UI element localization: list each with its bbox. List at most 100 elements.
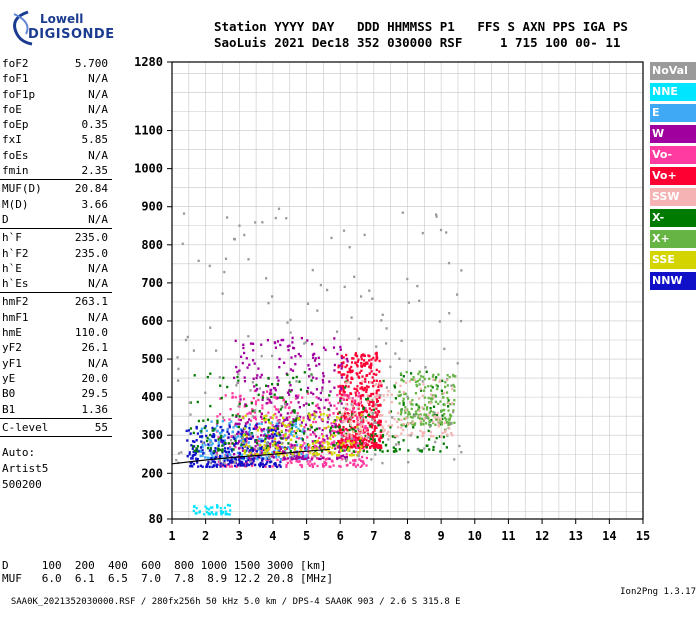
- echo-point-vo: [225, 465, 228, 468]
- echo-point-x: [374, 433, 377, 436]
- echo-point-vo: [278, 447, 281, 450]
- echo-point-vo: [285, 457, 288, 461]
- echo-point-noval: [459, 319, 463, 323]
- echo-point-sse: [282, 416, 285, 420]
- echo-point-w: [293, 444, 296, 447]
- echo-point-noval: [456, 293, 459, 296]
- echo-point-e: [247, 441, 250, 444]
- echo-point-vo: [354, 437, 357, 440]
- echo-point-noval: [295, 380, 298, 383]
- echo-point-noval: [381, 313, 384, 316]
- echo-point-vo: [358, 450, 361, 454]
- param-separator: [0, 436, 112, 438]
- echo-point-vo: [309, 460, 312, 463]
- echo-point-sse: [286, 454, 289, 457]
- echo-point-vo: [231, 395, 234, 398]
- echo-point-nnw: [278, 441, 281, 444]
- echo-point-vo: [364, 362, 367, 366]
- echo-point-sse: [308, 413, 311, 416]
- echo-point-w: [277, 410, 280, 414]
- echo-point-w: [340, 376, 344, 379]
- echo-point-vo: [357, 407, 360, 410]
- echo-point-nnw: [219, 454, 222, 458]
- echo-point-vo: [354, 440, 357, 443]
- echo-point-vo: [284, 406, 287, 409]
- echo-point-x: [411, 423, 414, 426]
- echo-point-x: [255, 383, 258, 387]
- echo-point-w: [274, 346, 277, 349]
- echo-point-vo: [368, 446, 372, 449]
- echo-point-sse: [315, 451, 318, 455]
- echo-point-ssw: [404, 381, 408, 384]
- echo-point-x: [265, 434, 268, 437]
- echo-point-w: [339, 348, 342, 351]
- echo-point-vo: [375, 434, 378, 437]
- echo-point-x: [192, 445, 195, 448]
- echo-point-noval: [406, 277, 409, 281]
- echo-point-w: [274, 444, 278, 447]
- echo-point-x: [446, 421, 449, 424]
- echo-point-e: [240, 453, 243, 456]
- echo-point-nnw: [261, 462, 264, 465]
- param-row: B1 1.36: [0, 402, 112, 417]
- echo-point-vo: [273, 396, 276, 399]
- echo-point-noval: [237, 372, 240, 376]
- echo-point-vo: [318, 436, 321, 440]
- echo-point-w: [237, 455, 240, 458]
- echo-point-w: [300, 336, 303, 340]
- echo-point-noval: [361, 415, 364, 419]
- echo-point-vo: [230, 465, 234, 468]
- echo-point-vo: [236, 412, 240, 416]
- echo-point-w: [280, 338, 283, 342]
- echo-point-w: [267, 385, 270, 388]
- echo-point-nnw: [185, 429, 188, 433]
- echo-point-vo: [377, 389, 380, 392]
- echo-point-vo: [300, 465, 304, 469]
- echo-point-nnw: [257, 455, 260, 459]
- echo-point-sse: [258, 426, 261, 429]
- echo-point-nnw: [228, 425, 231, 429]
- echo-point-vo: [359, 443, 362, 446]
- echo-point-x: [289, 390, 292, 393]
- echo-point-x: [405, 370, 408, 374]
- echo-point-nnw: [239, 464, 242, 467]
- echo-point-x: [338, 425, 342, 428]
- echo-point-x: [292, 376, 295, 380]
- echo-point-nne: [204, 505, 207, 508]
- echo-point-nnw: [205, 465, 208, 468]
- echo-point-x: [206, 418, 210, 421]
- echo-point-sse: [274, 437, 277, 440]
- echo-point-x: [423, 389, 426, 392]
- echo-point-x: [435, 383, 438, 387]
- echo-point-vo: [370, 426, 373, 429]
- echo-point-noval: [421, 380, 424, 383]
- echo-point-x: [362, 406, 366, 410]
- param-value: 3.66: [81, 197, 109, 211]
- echo-point-e: [240, 445, 243, 448]
- echo-point-ssw: [341, 395, 345, 399]
- echo-point-e: [200, 431, 203, 434]
- autoscale-artist: Artist5: [2, 462, 49, 475]
- echo-point-vo: [370, 444, 373, 448]
- echo-point-x: [402, 375, 405, 378]
- echo-point-nnw: [255, 450, 258, 453]
- echo-point-x: [431, 386, 434, 389]
- echo-point-vo: [365, 390, 368, 394]
- echo-point-w: [283, 450, 286, 454]
- echo-point-noval: [397, 442, 400, 446]
- echo-point-vo: [371, 436, 374, 439]
- echo-point-vo: [349, 418, 352, 421]
- echo-point-w: [326, 421, 329, 424]
- echo-point-vo: [360, 358, 363, 361]
- echo-point-x: [389, 426, 392, 429]
- echo-point-vo: [361, 404, 364, 407]
- echo-point-vo: [370, 408, 373, 412]
- echo-point-nnw: [219, 426, 222, 429]
- echo-point-w: [314, 357, 317, 360]
- echo-point-sse: [357, 451, 360, 454]
- echo-point-vo: [338, 423, 341, 427]
- echo-point-w: [340, 402, 343, 405]
- echo-point-x: [291, 423, 294, 427]
- echo-point-w: [321, 445, 324, 448]
- param-value: 20.0: [81, 371, 109, 385]
